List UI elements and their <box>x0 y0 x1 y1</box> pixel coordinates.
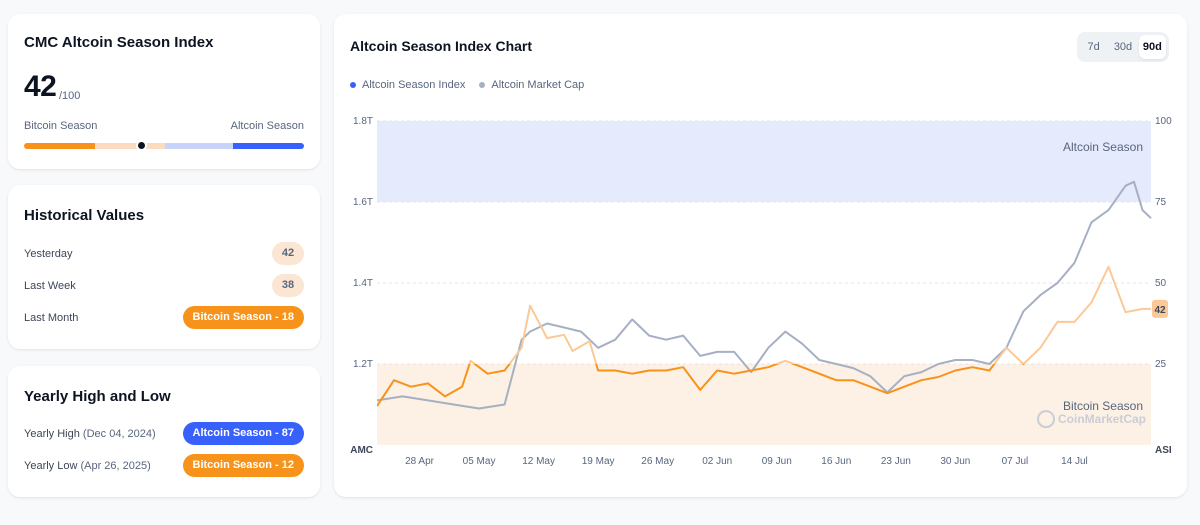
y-left-tick: 1.6T <box>353 197 373 208</box>
altcoin-season-label: Altcoin Season <box>230 120 304 132</box>
gauge-altcoin-segment <box>233 143 304 149</box>
x-tick-label: 16 Jun <box>821 456 851 467</box>
yearly-high-row-label: Yearly High (Dec 04, 2024) <box>24 428 156 440</box>
y-right-tick: 100 <box>1155 116 1172 127</box>
row-label-last-month: Last Month <box>24 312 79 324</box>
historical-values-card: Historical Values Yesterday 42 Last Week… <box>8 185 320 349</box>
coinmarketcap-logo-icon <box>1037 410 1055 429</box>
x-tick-label: 09 Jun <box>762 456 792 467</box>
legend-item-index[interactable]: Altcoin Season Index <box>350 79 465 91</box>
range-7d-button[interactable]: 7d <box>1087 41 1100 53</box>
legend-item-market-cap[interactable]: Altcoin Market Cap <box>479 79 584 91</box>
gauge-indicator-knob <box>136 140 148 151</box>
legend-label-market-cap: Altcoin Market Cap <box>491 79 585 91</box>
x-tick-label: 28 Apr <box>405 456 435 467</box>
x-tick-label: 14 Jul <box>1061 456 1088 467</box>
chart-card: Altcoin Season Bitcoin Season 1.2T 25 1.4T 50… <box>334 14 1187 497</box>
last-week-value-badge: 38 <box>272 274 304 297</box>
right-axis-label: ASI <box>1155 445 1172 456</box>
zone-label-bitcoin-season: Bitcoin Season <box>1063 399 1143 413</box>
chart-title: Altcoin Season Index Chart <box>350 38 533 54</box>
x-tick-label: 12 May <box>522 456 555 467</box>
x-tick-label: 26 May <box>641 456 674 467</box>
zone-label-altcoin-season: Altcoin Season <box>1063 140 1143 154</box>
yearly-low-badge: Bitcoin Season - 12 <box>182 454 304 477</box>
chart-legend: Altcoin Season Index Altcoin Market Cap <box>350 79 584 91</box>
index-value: 42 <box>24 70 57 103</box>
yearly-low-label: Yearly Low <box>24 460 78 472</box>
range-30d-button[interactable]: 30d <box>1113 41 1133 53</box>
x-tick-label: 30 Jun <box>940 456 970 467</box>
historical-title: Historical Values <box>24 207 145 224</box>
y-left-tick: 1.2T <box>353 359 373 370</box>
yearly-high-badge: Altcoin Season - 87 <box>182 422 304 445</box>
yearly-title: Yearly High and Low <box>24 388 171 405</box>
x-tick-label: 02 Jun <box>702 456 732 467</box>
x-tick-label: 23 Jun <box>881 456 911 467</box>
gauge-altcoin-light-segment <box>165 143 233 149</box>
gauge-bitcoin-segment <box>24 143 95 149</box>
y-right-tick: 75 <box>1155 197 1167 208</box>
coinmarketcap-watermark: CoinMarketCap <box>1037 410 1146 429</box>
gauge-bitcoin-light-segment <box>95 143 165 149</box>
series-line-altcoin-market-cap <box>376 180 1152 410</box>
coinmarketcap-watermark-text: CoinMarketCap <box>1058 412 1146 426</box>
y-left-tick: 1.4T <box>353 278 373 289</box>
yearly-high-date: (Dec 04, 2024) <box>82 428 156 440</box>
yearly-high-low-card: Yearly High and Low Yearly High (Dec 04,… <box>8 366 320 497</box>
time-range-selector: 7d 30d 90d <box>1077 32 1169 62</box>
y-right-tick: 50 <box>1155 278 1167 289</box>
x-tick-label: 19 May <box>582 456 615 467</box>
legend-label-index: Altcoin Season Index <box>362 79 466 91</box>
x-tick-label: 05 May <box>463 456 496 467</box>
legend-dot-blue-icon <box>350 82 356 88</box>
altcoin-season-chart: Altcoin Season Bitcoin Season 1.2T 25 1.4T 50… <box>350 116 1172 467</box>
yesterday-value-badge: 42 <box>272 242 304 265</box>
series-line-altcoin-season-index <box>377 364 1025 407</box>
range-90d-button[interactable]: 90d <box>1138 35 1166 59</box>
last-month-value-badge: Bitcoin Season - 18 <box>182 306 304 329</box>
index-card-title: CMC Altcoin Season Index <box>24 34 214 51</box>
x-tick-label: 07 Jul <box>1002 456 1029 467</box>
left-axis-label: AMC <box>350 445 373 456</box>
zone-bitcoin-season <box>377 364 1151 445</box>
y-right-tick: 25 <box>1155 359 1167 370</box>
legend-dot-gray-icon <box>479 82 486 88</box>
bitcoin-season-label: Bitcoin Season <box>24 120 98 132</box>
yearly-low-row-label: Yearly Low (Apr 26, 2025) <box>24 460 151 472</box>
yearly-low-date: (Apr 26, 2025) <box>80 460 151 472</box>
current-value-badge-text: 42 <box>1154 305 1166 316</box>
row-label-last-week: Last Week <box>24 280 76 292</box>
index-max: /100 <box>59 90 81 102</box>
row-label-yesterday: Yesterday <box>24 248 73 260</box>
current-value-badge <box>1152 299 1168 318</box>
y-left-tick: 1.8T <box>353 116 373 127</box>
zone-altcoin-season <box>377 121 1151 202</box>
yearly-high-label: Yearly High <box>24 428 80 440</box>
altcoin-index-card: CMC Altcoin Season Index 42 /100 Bitcoin… <box>8 14 320 169</box>
